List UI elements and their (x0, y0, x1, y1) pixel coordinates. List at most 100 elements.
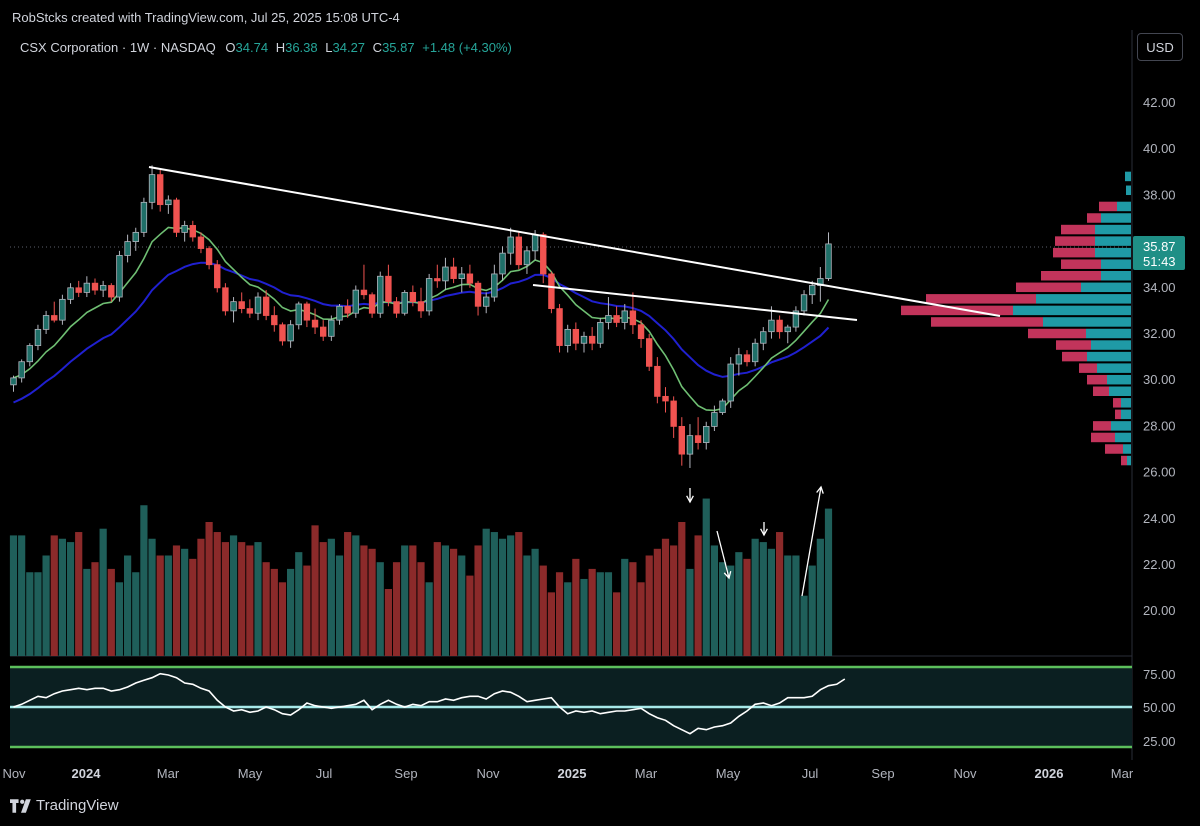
rsi-pane (10, 665, 1132, 749)
volume-bar (295, 552, 303, 656)
vp-up-row (1109, 386, 1131, 396)
candle-body (580, 335, 588, 344)
arrow-down-1-head (686, 495, 694, 504)
candle-body (735, 354, 743, 365)
candle (18, 359, 25, 383)
volume-bar (91, 562, 99, 656)
vp-down-row (926, 294, 1036, 304)
time-tick-label: May (716, 766, 741, 781)
price-tick-label: 38.00 (1143, 187, 1176, 202)
volume-bar (629, 562, 637, 656)
candle (686, 424, 694, 468)
candle (189, 220, 196, 242)
volume-bar (678, 522, 686, 656)
volume-bar (515, 532, 523, 656)
candle (230, 297, 237, 323)
candle (450, 257, 457, 284)
candle (99, 280, 107, 298)
candle (727, 357, 734, 408)
candle (108, 283, 115, 302)
volume-bar (376, 562, 384, 656)
candle (605, 297, 612, 330)
candle-body (646, 338, 653, 367)
vp-down-row (1105, 444, 1123, 454)
candle-body (458, 273, 465, 279)
candle-body (51, 315, 58, 321)
candle-body (556, 308, 563, 346)
volume-bar (482, 528, 490, 656)
vp-up-row (1087, 351, 1131, 362)
vp-up-row (1091, 340, 1131, 350)
trendline-lower (532, 284, 858, 321)
price-tick-label: 22.00 (1143, 557, 1176, 572)
vp-down-row (1079, 363, 1097, 373)
volume-bar (670, 545, 678, 656)
currency-button[interactable]: USD (1137, 33, 1183, 61)
vp-down-row (1016, 282, 1081, 293)
volume-bar (718, 562, 727, 656)
candle-body (140, 201, 148, 233)
candle (214, 260, 221, 293)
candle-body (132, 231, 139, 243)
candle-body (760, 331, 767, 344)
candle (556, 303, 563, 353)
volume-bar (327, 538, 335, 656)
time-tick-label: Sep (394, 766, 417, 781)
candle (319, 320, 327, 341)
vp-down-row (1061, 259, 1101, 269)
arrow-down-2-head (723, 571, 732, 580)
candle (262, 290, 270, 321)
volume-bar (303, 565, 311, 656)
volume-bar (205, 522, 213, 656)
candle (51, 301, 58, 323)
arrow-down-3-head (760, 528, 768, 537)
candle (83, 276, 91, 298)
volume-bar (824, 508, 833, 656)
candle-body (523, 250, 531, 266)
volume-bar (450, 548, 458, 656)
volume-bar (596, 572, 604, 656)
candle (564, 324, 571, 353)
candle (311, 308, 319, 334)
candle-body (768, 319, 775, 333)
volume-bar (604, 572, 613, 656)
candle-body (792, 310, 800, 328)
price-tick-label: 20.00 (1143, 603, 1176, 618)
candle-body (776, 319, 783, 333)
vp-up-row (1095, 224, 1131, 235)
candle-body (99, 285, 107, 291)
vp-up-row (1101, 259, 1131, 269)
high-label: H (275, 40, 286, 55)
candle-body (654, 365, 661, 397)
price-tick-label: 24.00 (1143, 511, 1176, 526)
volume-bar (335, 555, 344, 656)
volume-bar (564, 582, 572, 656)
candle (116, 250, 123, 302)
time-tick-label: Nov (476, 766, 500, 781)
vp-down-row (1093, 386, 1109, 396)
volume-bar (197, 538, 205, 656)
symbol-legend[interactable]: CSX Corporation · 1W · NASDAQ O34.74 H36… (20, 40, 512, 55)
volume-profile (901, 171, 1131, 466)
candle-body (491, 273, 498, 298)
candle-body (116, 255, 123, 298)
candle (434, 264, 441, 288)
volume-bar (751, 538, 759, 656)
volume-bar (767, 548, 776, 656)
candle (548, 271, 555, 314)
volume-bar (148, 538, 156, 656)
candle (646, 334, 653, 371)
candle-body (800, 294, 808, 312)
candle-body (548, 273, 555, 309)
candle (10, 375, 17, 392)
volume-bar (156, 555, 164, 656)
candle-body (352, 289, 359, 314)
volume-bar (555, 572, 564, 656)
candle-body (59, 298, 66, 321)
footer-brand[interactable]: TradingView (10, 797, 119, 814)
volume-bar (425, 582, 433, 656)
volume-bar (262, 562, 270, 656)
volume-bar (417, 562, 425, 656)
volume-bar (433, 542, 441, 656)
